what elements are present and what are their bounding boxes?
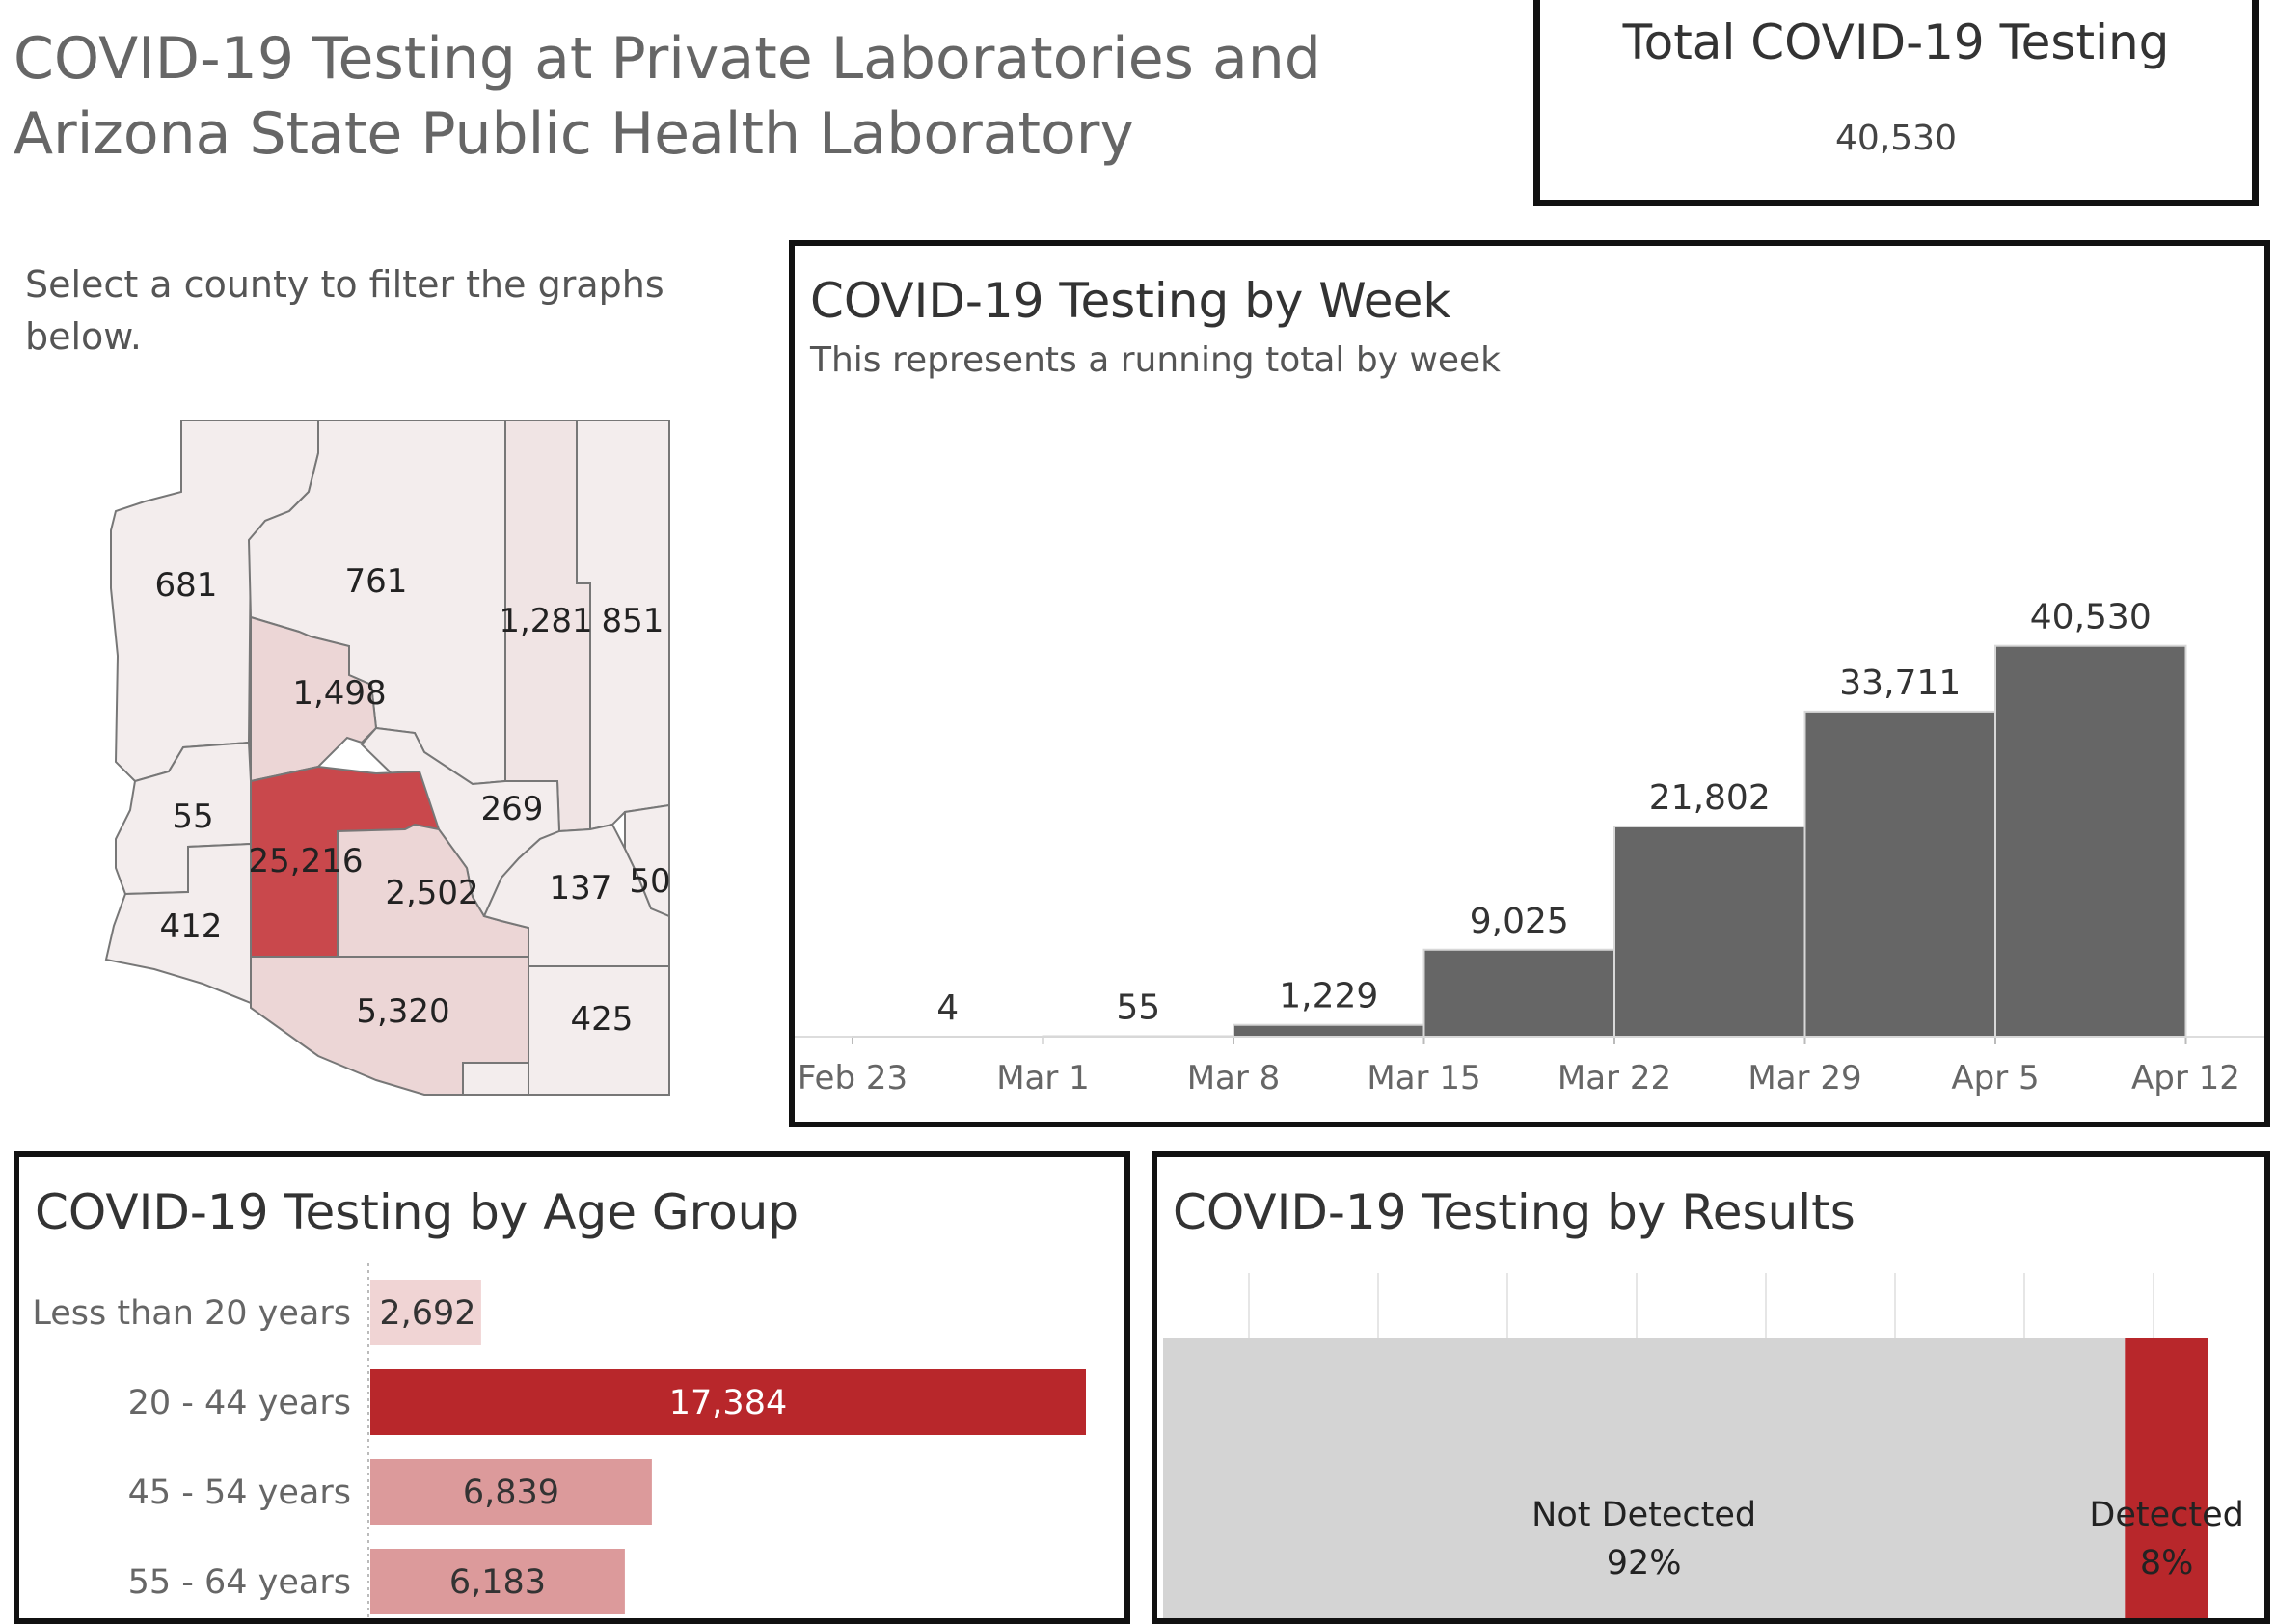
results-panel: COVID-19 Testing by Results Not Detected… [1152, 1151, 2270, 1624]
county-label: 269 [481, 790, 544, 828]
filter-instruction: Select a county to filter the graphs bel… [25, 258, 681, 363]
county-label: 137 [550, 869, 612, 907]
x-tick-label: Apr 12 [2131, 1059, 2240, 1097]
weekly-testing-panel: COVID-19 Testing by Week This represents… [789, 240, 2270, 1127]
week-bar[interactable] [1043, 1036, 1234, 1037]
week-bar[interactable] [1233, 1025, 1424, 1037]
arizona-county-map: 681 761 1,281 851 1,498 55 25,216 269 2,… [96, 415, 685, 1099]
county-label: 1,498 [292, 674, 386, 713]
total-testing-card: Total COVID-19 Testing 40,530 [1533, 0, 2259, 206]
age-category-label: 20 - 44 years [128, 1384, 351, 1422]
week-bar[interactable] [1614, 826, 1805, 1037]
county-label: 25,216 [249, 842, 364, 880]
county-label: 761 [345, 562, 408, 601]
county-label: 681 [155, 566, 218, 605]
age-category-label: 45 - 54 years [128, 1474, 351, 1512]
results-bar-chart: Not Detected 92% Detected 8% [1157, 1157, 2264, 1618]
age-bar-label: 17,384 [669, 1384, 787, 1422]
age-bar-label: 6,183 [449, 1563, 546, 1602]
result-percent-label: 8% [2140, 1544, 2194, 1583]
county-label: 412 [160, 907, 223, 946]
week-bar-label: 33,711 [1839, 663, 1961, 703]
x-tick-label: Mar 8 [1187, 1059, 1281, 1097]
week-bar-label: 40,530 [2030, 598, 2152, 637]
age-bar-label: 6,839 [463, 1474, 559, 1512]
week-bar-label: 55 [1116, 988, 1160, 1027]
county-label: 851 [602, 602, 664, 640]
age-bar-chart: Less than 20 years 2,692 20 - 44 years 17,3… [19, 1157, 1124, 1618]
x-tick-label: Mar 1 [996, 1059, 1090, 1097]
result-category-label: Not Detected [1531, 1496, 1756, 1534]
result-percent-label: 92% [1607, 1544, 1682, 1583]
week-bar[interactable] [1995, 646, 2186, 1037]
x-tick-label: Mar 15 [1367, 1059, 1480, 1097]
week-bar[interactable] [1424, 950, 1615, 1037]
week-bar[interactable] [1805, 712, 1996, 1037]
week-bar-label: 1,229 [1279, 977, 1378, 1016]
x-tick-label: Mar 22 [1558, 1059, 1671, 1097]
county-label: 50 [629, 862, 670, 901]
week-bar-label: 4 [936, 988, 959, 1028]
x-tick-label: Apr 5 [1951, 1059, 2039, 1097]
county-santa-cruz[interactable] [463, 1063, 528, 1095]
dashboard-title: COVID-19 Testing at Private Laboratories… [14, 21, 1441, 172]
result-category-label: Detected [2089, 1496, 2243, 1534]
x-tick-label: Feb 23 [798, 1059, 908, 1097]
county-label: 55 [172, 798, 213, 836]
county-label: 425 [571, 1000, 634, 1039]
county-label: 5,320 [356, 992, 449, 1031]
age-category-label: Less than 20 years [32, 1294, 351, 1333]
age-category-label: 55 - 64 years [128, 1563, 351, 1602]
weekly-bar-chart: Feb 23 Mar 1 Mar 8 Mar 15 Mar 22 Mar 29 Apr 5 A… [795, 246, 2264, 1122]
week-bar-label: 9,025 [1470, 902, 1569, 941]
x-tick-label: Mar 29 [1748, 1059, 1861, 1097]
total-testing-value: 40,530 [1540, 119, 2252, 158]
week-bar-label: 21,802 [1649, 778, 1771, 818]
county-label: 2,502 [385, 874, 478, 912]
age-group-panel: COVID-19 Testing by Age Group Less than … [14, 1151, 1130, 1624]
total-testing-label: Total COVID-19 Testing [1540, 14, 2252, 70]
county-label: 1,281 [499, 602, 592, 640]
age-bar-label: 2,692 [379, 1294, 475, 1333]
